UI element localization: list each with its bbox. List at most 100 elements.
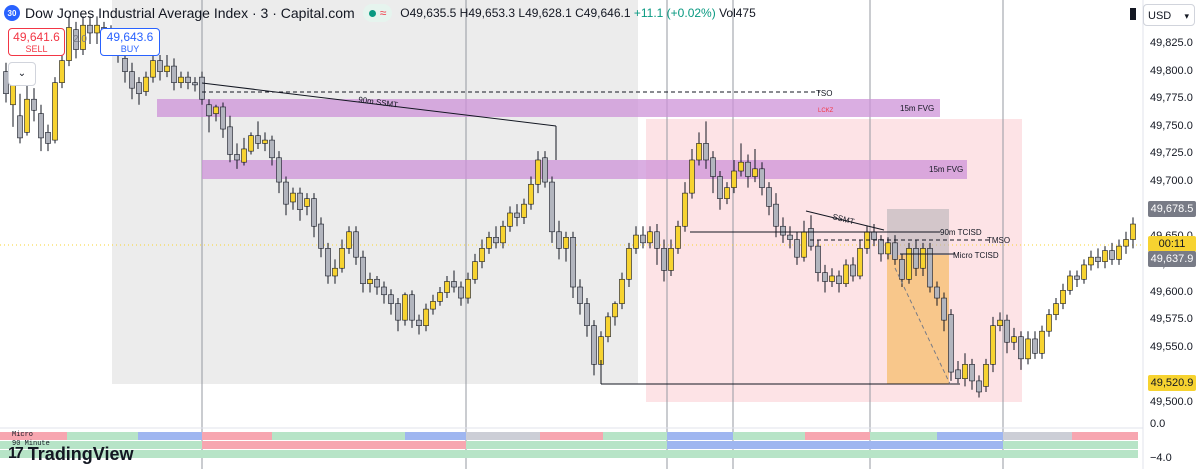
candle-body (192, 82, 198, 86)
candle (1025, 331, 1031, 365)
symbol-logo-icon: 30 (4, 5, 20, 21)
flag-icon[interactable] (1130, 8, 1136, 20)
candle (94, 16, 100, 44)
candle-body (892, 242, 898, 260)
tradingview-wordmark: TradingView (27, 443, 134, 464)
candle-body (206, 104, 212, 117)
currency-select[interactable]: USD ▾ (1143, 4, 1195, 26)
candle-body (213, 106, 219, 114)
candle (696, 132, 702, 166)
candle-body (647, 231, 653, 244)
candle-body (94, 24, 100, 34)
candle-body (178, 76, 184, 83)
candle (262, 132, 268, 152)
candle (143, 71, 149, 96)
candle (710, 151, 716, 194)
candle-body (549, 181, 555, 233)
candle-body (913, 248, 919, 269)
candle (500, 220, 506, 249)
candle (346, 226, 352, 254)
candle (955, 361, 961, 384)
symbol-title[interactable]: Dow Jones Industrial Average Index · 3 ·… (25, 5, 355, 21)
candle (850, 257, 856, 282)
candle-body (829, 275, 835, 282)
candle (780, 217, 786, 243)
symbol-header[interactable]: 30 Dow Jones Industrial Average Index · … (4, 3, 756, 23)
candle (318, 217, 324, 258)
candle-body (59, 60, 65, 83)
candle (920, 242, 926, 276)
candle (682, 182, 688, 232)
tradingview-logo[interactable]: 17 TradingView (8, 443, 134, 465)
candle-body (325, 248, 331, 277)
candle (395, 298, 401, 332)
sell-label: SELL (25, 44, 48, 54)
candle-body (633, 234, 639, 249)
candle (458, 281, 464, 306)
candle-body (654, 231, 660, 249)
fvg-band-top (157, 99, 940, 117)
candle-body (1004, 319, 1010, 343)
candle-body (612, 303, 618, 318)
candle (766, 182, 772, 216)
candle-body (822, 272, 828, 282)
candle-body (899, 259, 905, 280)
candle (465, 272, 471, 304)
candle (1018, 331, 1024, 370)
candle (619, 272, 625, 310)
candle (38, 104, 44, 152)
candle (1109, 242, 1115, 265)
candle-body (808, 228, 814, 247)
buy-button[interactable]: 49,643.6 BUY (100, 28, 160, 56)
candle (885, 237, 891, 260)
indicator-micro-segment (335, 432, 405, 440)
candle (66, 16, 72, 67)
candle (717, 171, 723, 210)
candle (612, 301, 618, 326)
fvg-top-label: 15m FVG (900, 104, 934, 113)
candle (668, 239, 674, 276)
candle-body (1018, 336, 1024, 360)
lckz-label: LCKZ (818, 108, 834, 114)
fvg-band-mid (202, 160, 967, 179)
candle (178, 71, 184, 89)
candle (1130, 217, 1136, 249)
market-open-dot-icon (368, 9, 376, 17)
price-tick: 49,775.0 (1150, 92, 1193, 105)
candle-body (955, 369, 961, 379)
candle-body (731, 170, 737, 188)
candle (535, 151, 541, 194)
collapse-chevron-button[interactable]: ⌄ (8, 62, 36, 86)
sell-button[interactable]: 49,641.6 SELL (8, 28, 65, 56)
candle (647, 226, 653, 249)
candle-body (164, 65, 170, 72)
indicator-micro-segment (667, 432, 733, 440)
market-status-badge[interactable]: ≈ (362, 4, 393, 22)
low-value: L49,628.1 (518, 6, 572, 20)
candle-body (269, 139, 275, 159)
price-tick: 49,750.0 (1150, 119, 1193, 132)
buy-label: BUY (120, 44, 140, 54)
candle-body (472, 261, 478, 280)
candle-body (577, 286, 583, 304)
candle (556, 220, 562, 260)
candle (703, 121, 709, 169)
candle-body (997, 319, 1003, 326)
wave-icon: ≈ (379, 6, 387, 20)
price-tag: 49,520.9 (1148, 375, 1196, 391)
ohlc-readout: O49,635.5 H49,653.3 L49,628.1 C49,646.1 … (400, 6, 755, 20)
candle (199, 71, 205, 105)
indicator-label-micro: Micro (12, 431, 34, 439)
micro-tcisd-label: Micro TCISD (953, 251, 999, 260)
candle-body (640, 234, 646, 244)
candle (311, 193, 317, 238)
tmso-label: TMSO (987, 236, 1010, 245)
candle-body (290, 192, 296, 203)
candle-body (1025, 338, 1031, 360)
candle (1060, 283, 1066, 310)
candle-body (24, 98, 30, 133)
volume-value: Vol475 (719, 6, 756, 20)
candle-body (374, 278, 380, 288)
